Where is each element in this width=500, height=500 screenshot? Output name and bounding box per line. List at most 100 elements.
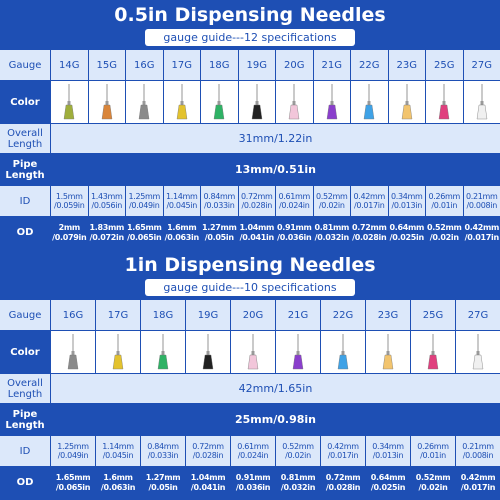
id-cell: 1.25mm/0.049in xyxy=(126,186,163,216)
needle-icon xyxy=(476,84,487,120)
od-in: /0.028in xyxy=(352,232,387,242)
color-cell xyxy=(126,81,163,123)
id-cell: 0.84mm/0.033in xyxy=(141,436,185,466)
od-in: /0.036in xyxy=(277,232,312,242)
od-in: /0.063in xyxy=(164,232,200,242)
od-mm: 0.64mm xyxy=(370,473,406,482)
id-mm: 1.5mm xyxy=(55,191,83,201)
row-label: ID xyxy=(0,186,50,216)
od-mm: 1.65mm xyxy=(126,223,162,232)
section-title: 0.5in Dispensing Needles xyxy=(114,4,386,26)
od-mm: 0.72mm xyxy=(351,223,387,232)
id-in: /0.049in xyxy=(57,451,89,460)
id-in: /0.028in xyxy=(241,201,273,210)
od-in: /0.02in xyxy=(418,482,448,492)
od-cell: 0.91mm/0.036in xyxy=(231,467,275,498)
needle-icon xyxy=(112,334,124,370)
pipe-length-value: 25mm/0.98in xyxy=(51,404,500,435)
od-in: /0.05in xyxy=(204,232,234,242)
od-row: OD 1.65mm/0.065in 1.6mm/0.063in 1.27mm/0.05… xyxy=(0,467,500,498)
overall-length-row: Overall Length 31mm/1.22in xyxy=(0,124,500,153)
od-in: /0.032in xyxy=(280,482,316,492)
id-mm: 0.84mm xyxy=(203,191,236,201)
color-cell xyxy=(351,81,388,123)
od-cell: 0.52mm/0.02in xyxy=(426,217,463,248)
color-cell xyxy=(186,331,230,373)
od-mm: 0.64mm xyxy=(389,223,425,232)
color-cell xyxy=(426,81,463,123)
od-mm: 2mm xyxy=(58,223,81,232)
id-mm: 0.52mm xyxy=(315,191,348,201)
od-cell: 1.04mm/0.041in xyxy=(186,467,230,498)
od-in: /0.041in xyxy=(190,482,226,492)
color-cell xyxy=(463,81,500,123)
pipe-length-row: Pipe Length 13mm/0.51in xyxy=(0,154,500,185)
needle-icon xyxy=(202,334,214,370)
color-cell xyxy=(88,81,125,123)
id-cell: 0.21mm/0.008in xyxy=(456,436,500,466)
gauge-cell: 22G xyxy=(351,50,388,80)
id-cell: 1.5mm/0.059in xyxy=(51,186,88,216)
gauge-cell: 23G xyxy=(366,300,410,330)
id-row: ID 1.25mm/0.049in 1.14mm/0.045in 0.84mm/0.0… xyxy=(0,436,500,466)
id-cell: 0.34mm/0.013in xyxy=(388,186,425,216)
needle-icon xyxy=(439,84,450,120)
id-cell: 0.26mm/0.01in xyxy=(411,436,455,466)
id-in: /0.01in xyxy=(420,451,446,460)
od-in: /0.02in xyxy=(429,232,459,242)
od-mm: 0.81mm xyxy=(280,473,316,482)
od-cell: 1.83mm/0.072in xyxy=(88,217,125,248)
color-cell xyxy=(366,331,410,373)
id-mm: 0.21mm xyxy=(465,191,498,201)
od-in: /0.017in xyxy=(464,232,500,242)
gauge-cell: 19G xyxy=(186,300,230,330)
row-label: Overall Length xyxy=(0,374,50,403)
spec-section: 0.5in Dispensing Needles gauge guide---12… xyxy=(0,2,500,248)
id-mm: 0.42mm xyxy=(353,191,386,201)
color-cell xyxy=(238,81,275,123)
od-cell: 0.91mm/0.036in xyxy=(276,217,313,248)
row-label: Overall Length xyxy=(0,124,50,153)
od-in: /0.079in xyxy=(52,232,87,242)
od-in: /0.063in xyxy=(100,482,136,492)
od-cell: 0.64mm/0.025in xyxy=(388,217,425,248)
od-cell: 1.6mm/0.063in xyxy=(163,217,200,248)
color-row: Color xyxy=(0,331,500,373)
overall-length-value: 42mm/1.65in xyxy=(51,374,500,403)
id-in: /0.01in xyxy=(431,201,458,210)
od-mm: 0.42mm xyxy=(460,473,496,482)
needle-icon xyxy=(64,84,75,120)
id-mm: 0.34mm xyxy=(372,441,404,451)
id-mm: 0.72mm xyxy=(240,191,273,201)
gauge-cell: 27G xyxy=(463,50,500,80)
needle-icon xyxy=(67,334,79,370)
needle-icon xyxy=(214,84,225,120)
needle-icon xyxy=(427,334,439,370)
id-cell: 1.14mm/0.045in xyxy=(163,186,200,216)
gauge-row: Gauge 14G 15G 16G 17G 18G 19G 20G 21G 22G 23G 25G 27… xyxy=(0,50,500,80)
row-label: Color xyxy=(0,331,50,373)
id-mm: 0.26mm xyxy=(428,191,461,201)
od-in: /0.065in xyxy=(55,482,91,492)
color-cell xyxy=(51,81,88,123)
needle-icon xyxy=(139,84,150,120)
id-in: /0.017in xyxy=(354,201,385,210)
id-cell: 0.61mm/0.024in xyxy=(231,436,275,466)
gauge-cell: 19G xyxy=(238,50,275,80)
id-in: /0.028in xyxy=(192,451,224,460)
od-mm: 0.81mm xyxy=(314,223,350,232)
id-mm: 0.84mm xyxy=(147,441,179,451)
id-mm: 0.72mm xyxy=(192,441,224,451)
color-cell xyxy=(456,331,500,373)
gauge-cell: 17G xyxy=(163,50,200,80)
od-cell: 0.64mm/0.025in xyxy=(366,467,410,498)
id-mm: 1.43mm xyxy=(90,191,123,201)
id-mm: 0.42mm xyxy=(327,441,359,451)
gauge-cell: 16G xyxy=(126,50,163,80)
color-cell xyxy=(411,331,455,373)
od-mm: 1.27mm xyxy=(145,473,181,482)
id-in: /0.02in xyxy=(318,201,345,210)
od-mm: 1.6mm xyxy=(103,473,133,482)
overall-length-row: Overall Length 42mm/1.65in xyxy=(0,374,500,403)
